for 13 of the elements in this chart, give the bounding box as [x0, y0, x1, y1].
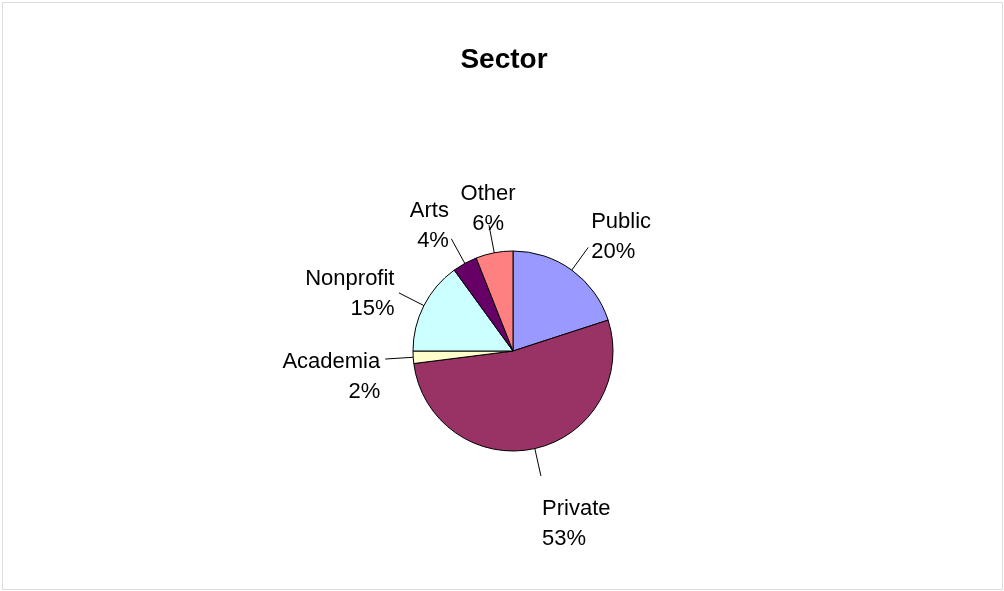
- data-label: 4%: [417, 226, 449, 252]
- slice-label: Other: [460, 179, 516, 205]
- slice-label: Arts: [409, 196, 449, 222]
- slice-label: Nonprofit: [305, 264, 395, 290]
- slice-label: Academia: [282, 348, 382, 374]
- slice-label: Public: [591, 207, 652, 233]
- data-label: 2%: [348, 378, 381, 404]
- slice-label: Private: [542, 495, 611, 521]
- data-label: 6%: [472, 209, 504, 235]
- chart-title: Sector: [460, 43, 548, 74]
- data-label: 20%: [591, 237, 636, 263]
- data-label: 53%: [542, 525, 587, 551]
- data-label: 15%: [350, 294, 395, 320]
